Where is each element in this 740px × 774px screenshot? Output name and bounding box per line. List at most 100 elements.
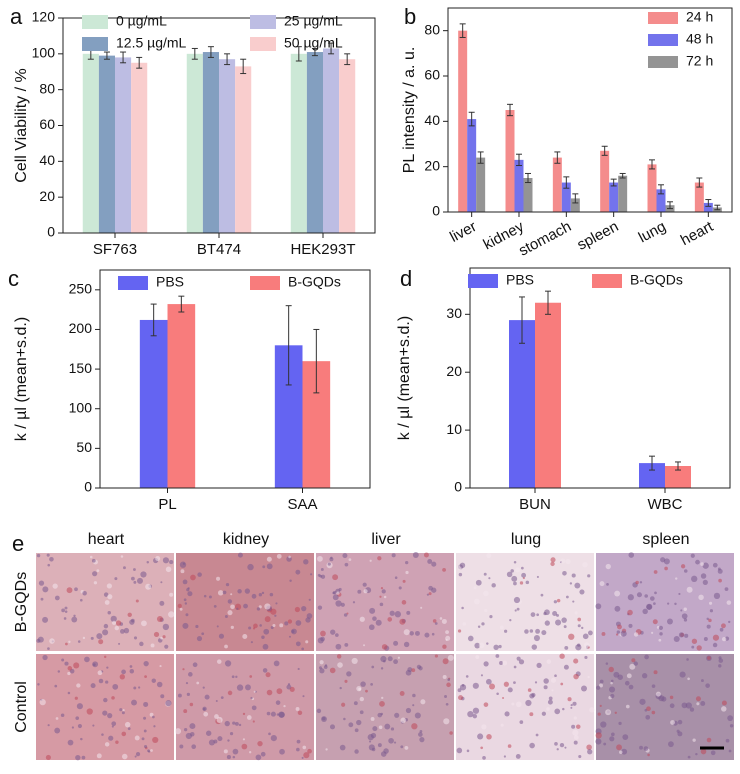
tissue-cell: [135, 599, 139, 603]
tissue-cell: [115, 740, 119, 744]
tissue-cell: [159, 665, 162, 668]
tissue-cell: [677, 731, 683, 737]
y-tick-label: 120: [32, 9, 56, 25]
tissue-cell: [227, 599, 233, 604]
tissue-cell: [541, 711, 546, 716]
tissue-cell: [64, 661, 69, 666]
tissue-cell: [75, 754, 81, 761]
tissue-cell: [368, 624, 375, 631]
tissue-cell: [418, 732, 423, 737]
tissue-cell: [266, 556, 272, 562]
tissue-cell: [627, 609, 633, 616]
tissue-cell: [510, 569, 514, 573]
tissue-cell: [337, 662, 343, 668]
y-tick-label: 20: [446, 363, 462, 379]
tissue-image: [456, 552, 594, 651]
tissue-cell: [91, 558, 96, 563]
tissue-cell: [620, 630, 627, 637]
bar: [139, 319, 168, 488]
tissue-cell: [550, 557, 556, 563]
tissue-cell: [378, 725, 383, 730]
tissue-cell: [335, 600, 342, 607]
tissue-cell: [317, 605, 323, 610]
x-tick-label: SF763: [93, 241, 137, 258]
y-tick-label: 50: [76, 439, 92, 455]
tissue-cell: [136, 577, 143, 584]
tissue-cell: [402, 579, 406, 583]
tissue-cell: [71, 616, 78, 623]
tissue-cell: [262, 668, 268, 673]
tissue-cell: [76, 703, 83, 710]
tissue-cell: [617, 624, 622, 630]
tissue-cell: [546, 707, 550, 711]
tissue-cell: [92, 571, 98, 577]
tissue-cell: [586, 744, 592, 751]
bar: [609, 182, 619, 212]
tissue-cell: [107, 594, 113, 600]
tissue-cell: [182, 668, 185, 671]
tissue-cell: [681, 613, 688, 620]
tissue-cell: [595, 603, 602, 610]
tissue-cell: [659, 632, 663, 636]
tissue-cell: [536, 613, 540, 617]
tissue-cell: [499, 625, 504, 630]
tissue-cell: [146, 561, 150, 564]
y-axis-label: Cell Viability / %: [13, 68, 30, 182]
tissue-cell: [121, 669, 126, 675]
tissue-cell: [66, 587, 73, 594]
tissue-cell: [724, 587, 729, 592]
y-tick-label: 30: [446, 305, 462, 321]
tissue-cell: [684, 633, 689, 638]
tissue-cell: [401, 600, 407, 605]
tissue-cell: [272, 623, 276, 628]
tissue-cell: [627, 594, 634, 601]
tissue-cell: [143, 744, 148, 749]
tissue-cell: [319, 666, 322, 670]
tissue-cell: [687, 755, 691, 759]
tissue-cell: [107, 610, 111, 615]
x-tick-label: spleen: [574, 218, 621, 254]
tissue-cell: [432, 619, 437, 623]
tissue-cell: [721, 706, 727, 712]
tissue-cell: [595, 732, 602, 739]
tissue-cell: [107, 713, 113, 719]
tissue-cell: [377, 743, 382, 748]
tissue-cell: [584, 655, 588, 660]
tissue-cell: [721, 623, 726, 629]
tissue-cell: [152, 736, 159, 744]
tissue-cell: [689, 707, 695, 712]
tissue-cell: [564, 746, 567, 749]
tissue-cell: [391, 553, 396, 558]
tissue-cell: [706, 737, 712, 743]
tissue-cell: [625, 704, 630, 709]
tissue-cell: [82, 590, 87, 596]
tissue-cell: [572, 600, 575, 603]
tissue-cell: [481, 622, 485, 626]
tissue-cell: [54, 727, 61, 734]
tissue-cell: [143, 716, 147, 720]
tissue-background: [176, 654, 314, 760]
tissue-cell: [708, 601, 713, 605]
tissue-cell: [195, 624, 199, 629]
tissue-cell: [295, 707, 300, 711]
legend-swatch: [648, 34, 678, 46]
tissue-cell: [617, 674, 623, 680]
tissue-cell: [614, 711, 617, 714]
tissue-cell: [297, 710, 303, 716]
tissue-cell: [685, 702, 692, 709]
tissue-cell: [138, 686, 141, 689]
tissue-cell: [655, 691, 661, 697]
tissue-cell: [587, 574, 591, 578]
tissue-cell: [253, 690, 256, 693]
tissue-cell: [121, 731, 127, 737]
tissue-cell: [115, 620, 122, 626]
tissue-cell: [257, 740, 263, 747]
tissue-cell: [725, 738, 730, 743]
tissue-cell: [306, 613, 313, 619]
tissue-cell: [92, 663, 96, 667]
tissue-cell: [728, 749, 732, 753]
tissue-cell: [489, 615, 493, 619]
tissue-cell: [339, 744, 346, 751]
tissue-cell: [488, 577, 491, 580]
tissue-cell: [220, 696, 224, 700]
